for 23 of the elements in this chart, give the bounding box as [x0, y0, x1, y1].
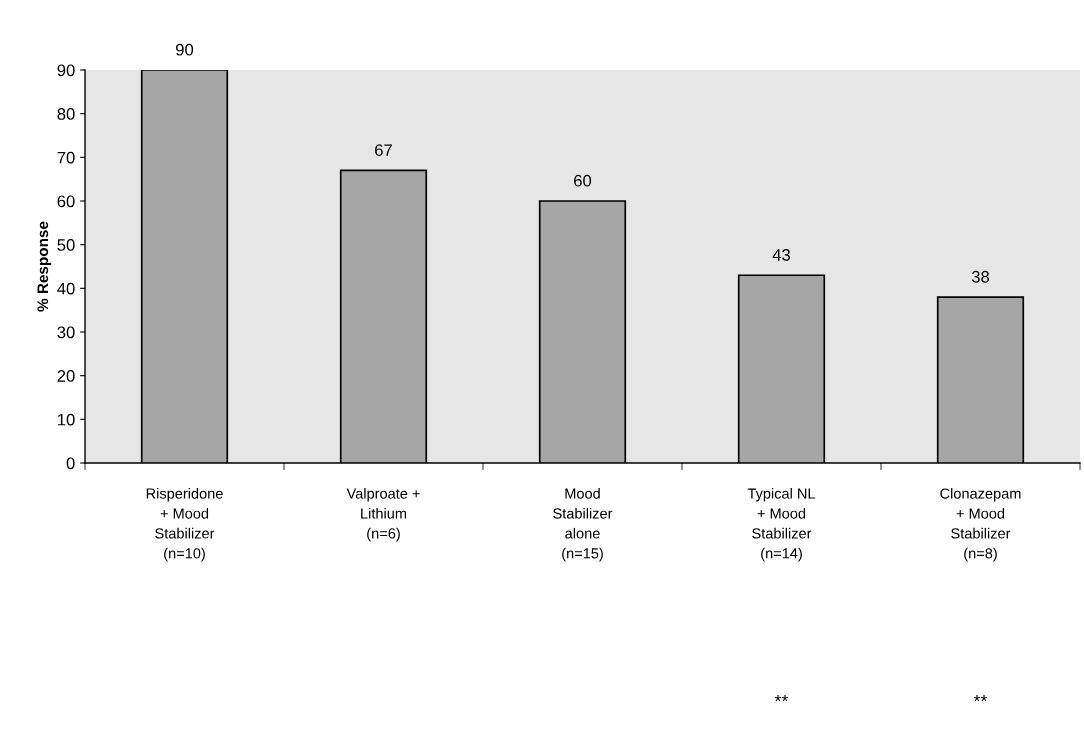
- x-tick-label: Valproate + Lithium (n=6): [346, 488, 420, 542]
- y-tick-label: 20: [57, 370, 75, 382]
- y-tick-label: 40: [57, 282, 75, 295]
- y-tick-label: 90: [57, 64, 75, 77]
- data-label: 67: [375, 144, 392, 157]
- x-tick-label: Risperidone + Mood Stabilizer (n=10): [146, 488, 223, 562]
- data-label: 60: [574, 174, 592, 187]
- y-axis-title: % Response: [37, 221, 52, 312]
- y-tick-label: 50: [57, 239, 75, 251]
- data-label: 90: [176, 43, 194, 56]
- data-label: 43: [772, 249, 791, 261]
- y-tick-label: 10: [58, 413, 75, 426]
- y-tick-label: 30: [57, 326, 75, 339]
- text: **: [973, 694, 988, 702]
- y-tick-label: 60: [57, 195, 75, 208]
- x-tick-label: Clonazepam + Mood Stabilizer (n=8): [940, 488, 1021, 562]
- y-tick-label: 0: [66, 457, 75, 470]
- text: **: [774, 694, 789, 702]
- x-tick-label: Typical NL + Mood Stabilizer (n=14): [747, 488, 816, 562]
- y-tick-label: 70: [57, 151, 75, 164]
- data-label: 38: [971, 270, 990, 283]
- y-tick-label: 80: [57, 108, 75, 120]
- x-tick-label: Mood Stabilizer alone (n=15): [553, 488, 613, 562]
